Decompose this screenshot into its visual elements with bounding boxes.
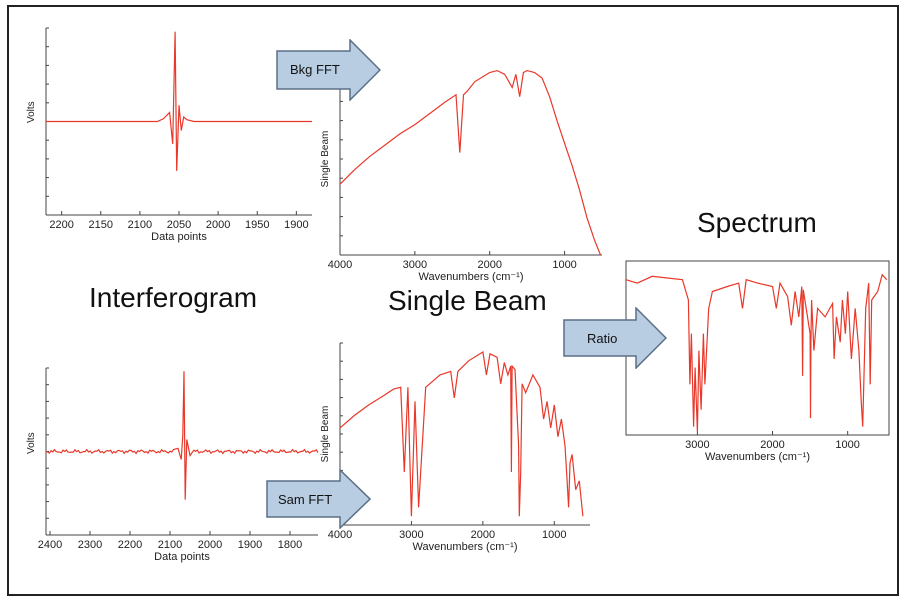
x-tick-label: 2150: [89, 219, 113, 231]
x-tick-label: 1800: [278, 539, 302, 551]
x-tick-label: 1000: [835, 439, 859, 451]
x-tick-label: 2400: [38, 539, 62, 551]
x-axis-label: Wavenumbers (cm⁻¹): [418, 271, 523, 283]
sam-fft-arrow: Sam FFT: [266, 469, 371, 529]
x-tick-label: 4000: [328, 529, 352, 541]
series-line: [46, 31, 312, 171]
x-tick-label: 3000: [403, 259, 427, 271]
x-tick-label: 2300: [78, 539, 102, 551]
x-tick-label: 1900: [284, 219, 308, 231]
ratio-label: Ratio: [587, 331, 618, 346]
x-tick-label: 2000: [760, 439, 784, 451]
sam-interferogram-svg: 2400 2300 2200 2100 2000 1900 1800 Data points V…: [26, 367, 319, 563]
x-tick-label: 2000: [206, 219, 230, 231]
arrow-shape: [266, 469, 371, 529]
x-axis-label: Wavenumbers (cm⁻¹): [412, 541, 517, 553]
bkg-interferogram-svg: 2200 2150 2100 2050 2000 1950 1900 Data points V…: [26, 27, 312, 243]
diagram-frame: [7, 5, 899, 596]
x-tick-label: 3000: [685, 439, 709, 451]
arrow-shape: [563, 307, 667, 369]
y-axis-label: Volts: [26, 432, 37, 454]
bkg-interferogram-plot: 2200 2150 2100 2050 2000 1950 1900 Data points V…: [20, 20, 320, 245]
series-line: [625, 273, 888, 432]
x-tick-label: 1000: [552, 259, 576, 271]
sam-fft-label: Sam FFT: [278, 492, 333, 507]
bkg-single-beam-plot: 4000 3000 2000 1000 Wavenumbers (cm⁻¹) Single…: [300, 55, 610, 285]
x-tick-label: 2000: [477, 259, 501, 271]
x-tick-label: 1900: [238, 539, 262, 551]
series-line: [45, 371, 319, 500]
sam-interferogram-plot: 2400 2300 2200 2100 2000 1900 1800 Data points V…: [20, 360, 330, 565]
series-line: [339, 69, 602, 256]
bkg-fft-arrow: Bkg FFT: [276, 39, 381, 101]
x-tick-label: 1950: [245, 219, 269, 231]
x-tick-label: 2050: [167, 219, 191, 231]
x-tick-label: 1000: [542, 529, 566, 541]
series-line: [339, 351, 584, 517]
ratio-arrow: Ratio: [563, 307, 667, 369]
x-axis-label: Wavenumbers (cm⁻¹): [705, 451, 810, 463]
bkg-fft-label: Bkg FFT: [290, 62, 340, 77]
x-axis-label: Data points: [154, 551, 210, 563]
y-axis-label: Volts: [26, 101, 37, 123]
single-beam-label: Single Beam: [388, 285, 547, 316]
x-tick-label: 4000: [328, 259, 352, 271]
x-axis-label: Data points: [151, 231, 207, 243]
x-tick-label: 3000: [399, 529, 423, 541]
interferogram-label: Interferogram: [89, 282, 258, 313]
bkg-single-beam-svg: 4000 3000 2000 1000 Wavenumbers (cm⁻¹) Single…: [320, 62, 602, 283]
x-tick-label: 2100: [158, 539, 182, 551]
x-tick-label: 2200: [118, 539, 142, 551]
y-axis-label: Single Beam: [320, 406, 331, 463]
y-axis-label: Single Beam: [320, 131, 331, 188]
x-tick-label: 2100: [128, 219, 152, 231]
arrow-shape: [276, 39, 381, 101]
spectrum-label: Spectrum: [697, 207, 817, 238]
x-tick-label: 2200: [49, 219, 73, 231]
x-tick-label: 2000: [471, 529, 495, 541]
x-tick-label: 2000: [198, 539, 222, 551]
